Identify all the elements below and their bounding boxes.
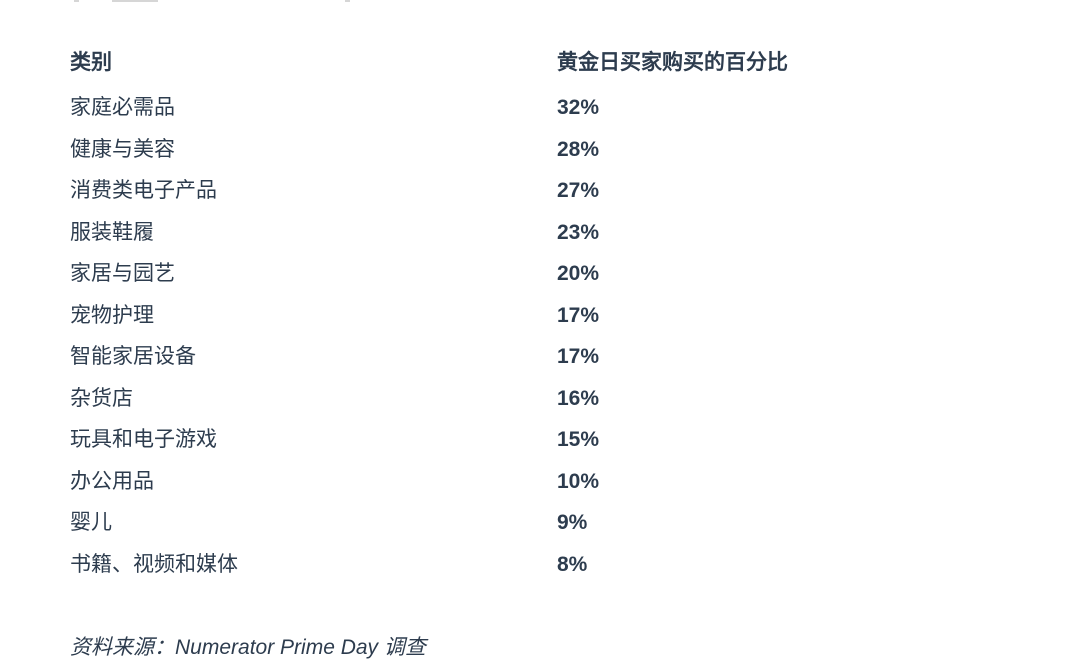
value-cell: 10% [557,469,600,493]
column-header-percentage: 黄金日买家购买的百分比 [557,51,788,74]
table-row: 玩具和电子游戏 15% [70,429,970,471]
table-row: 办公用品 10% [70,471,970,513]
cropped-text-fragment [345,0,350,2]
table-row: 智能家居设备 17% [70,346,970,388]
table-row: 杂货店 16% [70,388,970,430]
table-row: 宠物护理 17% [70,305,970,347]
category-cell: 办公用品 [70,469,154,493]
table-body: 家庭必需品 32% 健康与美容 28% 消费类电子产品 27% 服装鞋履 23%… [70,97,970,595]
table-row: 书籍、视频和媒体 8% [70,554,970,596]
value-cell: 16% [557,386,600,410]
value-cell: 17% [557,303,600,327]
value-cell: 17% [557,345,600,368]
category-cell: 玩具和电子游戏 [70,428,217,451]
value-cell: 9% [557,511,588,534]
category-cell: 消费类电子产品 [70,179,217,202]
value-cell: 32% [557,96,600,119]
value-cell: 8% [557,552,588,576]
column-header-category: 类别 [70,51,112,74]
table-row: 家居与园艺 20% [70,263,970,305]
category-cell: 健康与美容 [70,137,175,161]
value-cell: 28% [557,137,600,161]
value-cell: 23% [557,220,600,244]
category-cell: 书籍、视频和媒体 [70,552,238,576]
table-row: 消费类电子产品 27% [70,180,970,222]
cropped-text-fragment [112,0,158,2]
table-row: 服装鞋履 23% [70,222,970,264]
cropped-text-fragment [74,0,79,2]
category-cell: 家居与园艺 [70,262,175,285]
category-cell: 宠物护理 [70,303,154,327]
category-cell: 家庭必需品 [70,96,175,119]
source-note: 资料来源：Numerator Prime Day 调查 [70,636,426,659]
category-cell: 杂货店 [70,386,133,410]
value-cell: 20% [557,262,600,285]
category-cell: 服装鞋履 [70,220,154,244]
value-cell: 27% [557,179,600,202]
table-row: 婴儿 9% [70,512,970,554]
value-cell: 15% [557,428,600,451]
category-cell: 婴儿 [70,511,112,534]
table-row: 家庭必需品 32% [70,97,970,139]
table-header-row: 类别 黄金日买家购买的百分比 [70,52,970,73]
category-percentage-table: 类别 黄金日买家购买的百分比 家庭必需品 32% 健康与美容 28% 消费类电子… [70,52,970,595]
category-cell: 智能家居设备 [70,345,196,368]
table-row: 健康与美容 28% [70,139,970,181]
